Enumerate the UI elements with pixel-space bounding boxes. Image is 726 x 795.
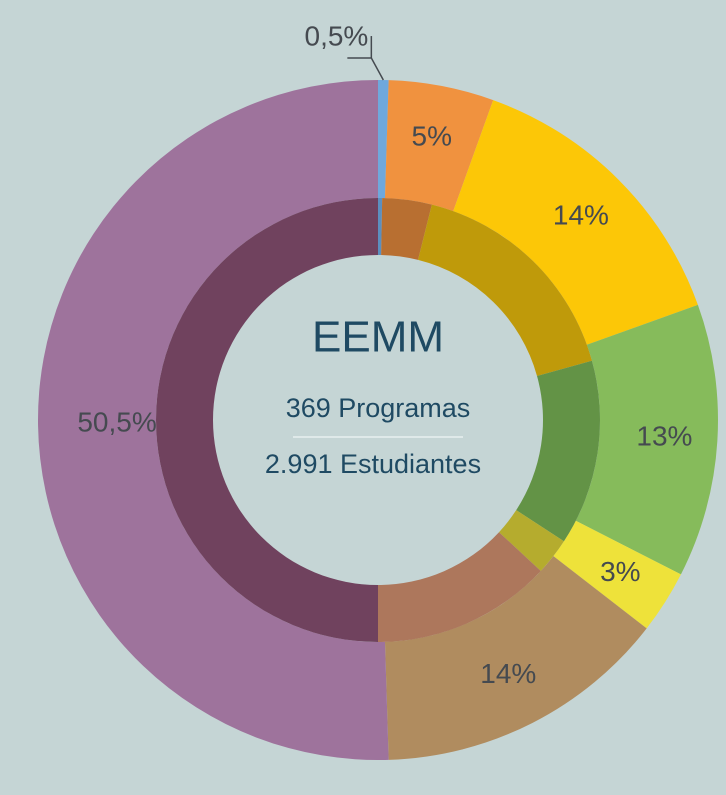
data-label: 3% — [600, 556, 640, 587]
slice — [378, 198, 383, 256]
slice — [516, 360, 600, 542]
slice — [498, 510, 564, 571]
center-line: 2.991 Estudiantes — [265, 449, 481, 479]
slice — [553, 520, 681, 629]
data-label: 14% — [553, 199, 609, 230]
center-line: 369 Programas — [286, 393, 471, 423]
slice — [381, 198, 432, 260]
data-label: 14% — [480, 658, 536, 689]
slice — [418, 204, 592, 376]
slice — [575, 304, 718, 575]
slice — [37, 80, 389, 760]
slice — [384, 556, 647, 760]
rings — [37, 80, 718, 760]
slice — [453, 100, 698, 345]
slice — [378, 532, 541, 642]
data-label: 0,5% — [305, 20, 369, 51]
data-label: 13% — [636, 420, 692, 451]
data-label: 50,5% — [77, 406, 156, 437]
slice — [384, 80, 494, 212]
slice — [156, 198, 378, 642]
center-title: EEMM — [312, 313, 444, 362]
data-label: 5% — [412, 120, 452, 151]
slice — [378, 80, 389, 199]
